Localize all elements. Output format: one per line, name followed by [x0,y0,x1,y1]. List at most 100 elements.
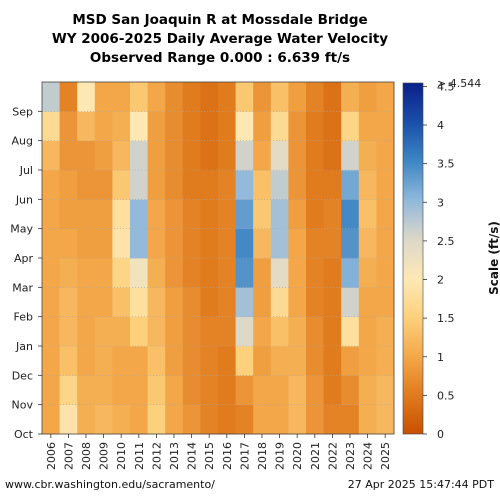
heatmap-cell [358,258,377,288]
heatmap-cell [218,346,236,376]
heatmap-cell [77,170,96,200]
heatmap-cell [94,258,113,288]
heatmap-cell [270,170,289,200]
footer-url[interactable]: www.cbr.washington.edu/sacramento/ [5,478,215,491]
x-tick-label: 2010 [115,442,128,470]
heatmap-cell [253,287,272,318]
heatmap-cell [376,287,395,318]
y-tick-label: Jul [19,164,33,177]
heatmap-cell [323,140,342,171]
heatmap-cell [306,228,324,259]
heatmap-cell [94,287,113,318]
x-tick-label: 2021 [309,442,322,470]
colorbar-tick-label: 3 [437,196,444,209]
heatmap-cell [235,346,254,376]
heatmap-cell [130,258,148,288]
y-tick-label: Oct [14,428,34,441]
x-tick-label: 2006 [45,442,58,470]
heatmap-cell [77,287,96,318]
heatmap-cell [130,316,148,347]
x-tick-label: 2012 [150,442,163,470]
heatmap-cell [94,170,113,200]
heatmap-cell [235,287,254,318]
heatmap-cell [253,346,272,376]
heatmap-cell [147,287,166,318]
heatmap-cell [218,228,236,259]
heatmap-cell [182,316,201,347]
heatmap-cell [77,111,96,142]
colorbar-tick-label: 0 [437,428,444,441]
heatmap-cell [358,287,377,318]
heatmap-cell [59,199,78,230]
heatmap-cell [165,199,184,230]
heatmap-cell [182,287,201,318]
x-tick-label: 2019 [274,442,287,470]
heatmap-cell [358,111,377,142]
heatmap-cell [288,199,307,230]
heatmap-cell [341,170,360,200]
y-tick-label: Dec [12,369,33,382]
heatmap-cell [42,375,60,406]
heatmap-cell [235,140,254,171]
heatmap-cell [59,316,78,347]
heatmap-cell [130,82,148,112]
heatmap-cell [376,140,395,171]
heatmap-cell [341,140,360,171]
heatmap-cell [341,375,360,406]
heatmap-cell [288,140,307,171]
heatmap-cell [59,228,78,259]
heatmap-cell [112,111,131,142]
heatmap-cell [200,404,219,435]
heatmap-cell [182,199,201,230]
heatmap-cell [341,199,360,230]
heatmap-cell [42,170,60,200]
heatmap-cell [323,82,342,112]
y-tick-label: May [10,223,33,236]
heatmap-cell [270,140,289,171]
heatmap-cell [42,316,60,347]
heatmap-cell [94,140,113,171]
heatmap-cell [130,199,148,230]
heatmap-cell [59,404,78,435]
heatmap-cell [147,375,166,406]
y-tick-label: Jun [15,193,33,206]
heatmap-cell [306,404,324,435]
x-tick-label: 2020 [291,442,304,470]
heatmap-cell [323,346,342,376]
heatmap-cell [165,375,184,406]
heatmap-cell [42,199,60,230]
colorbar-tick-label: 1.5 [437,312,455,325]
heatmap-cell [94,199,113,230]
heatmap-cell [358,228,377,259]
heatmap-cell [358,316,377,347]
heatmap-cell [77,346,96,376]
heatmap-cell [253,82,272,112]
heatmap-cell [323,199,342,230]
heatmap-cell [165,258,184,288]
heatmap-cell [376,346,395,376]
colorbar-tick-label: 2 [437,274,444,287]
heatmap-cell [94,404,113,435]
heatmap-cell [288,258,307,288]
heatmap-cell [288,287,307,318]
heatmap-cell [218,258,236,288]
heatmap-cell [306,170,324,200]
heatmap-cell [218,82,236,112]
heatmap-cell [165,82,184,112]
heatmap-cell [376,404,395,435]
heatmap-cell [182,346,201,376]
heatmap-cell [253,170,272,200]
x-tick-label: 2017 [238,442,251,470]
heatmap-cell [165,316,184,347]
heatmap-cell [94,346,113,376]
heatmap-cell [182,228,201,259]
heatmap-cell [59,346,78,376]
heatmap-cell [112,287,131,318]
colorbar [402,82,424,435]
heatmap-cell [112,170,131,200]
y-tick-label: Aug [12,135,33,148]
heatmap-cell [376,228,395,259]
heatmap-cell [200,375,219,406]
heatmap-cell [270,287,289,318]
heatmap-cell [341,287,360,318]
